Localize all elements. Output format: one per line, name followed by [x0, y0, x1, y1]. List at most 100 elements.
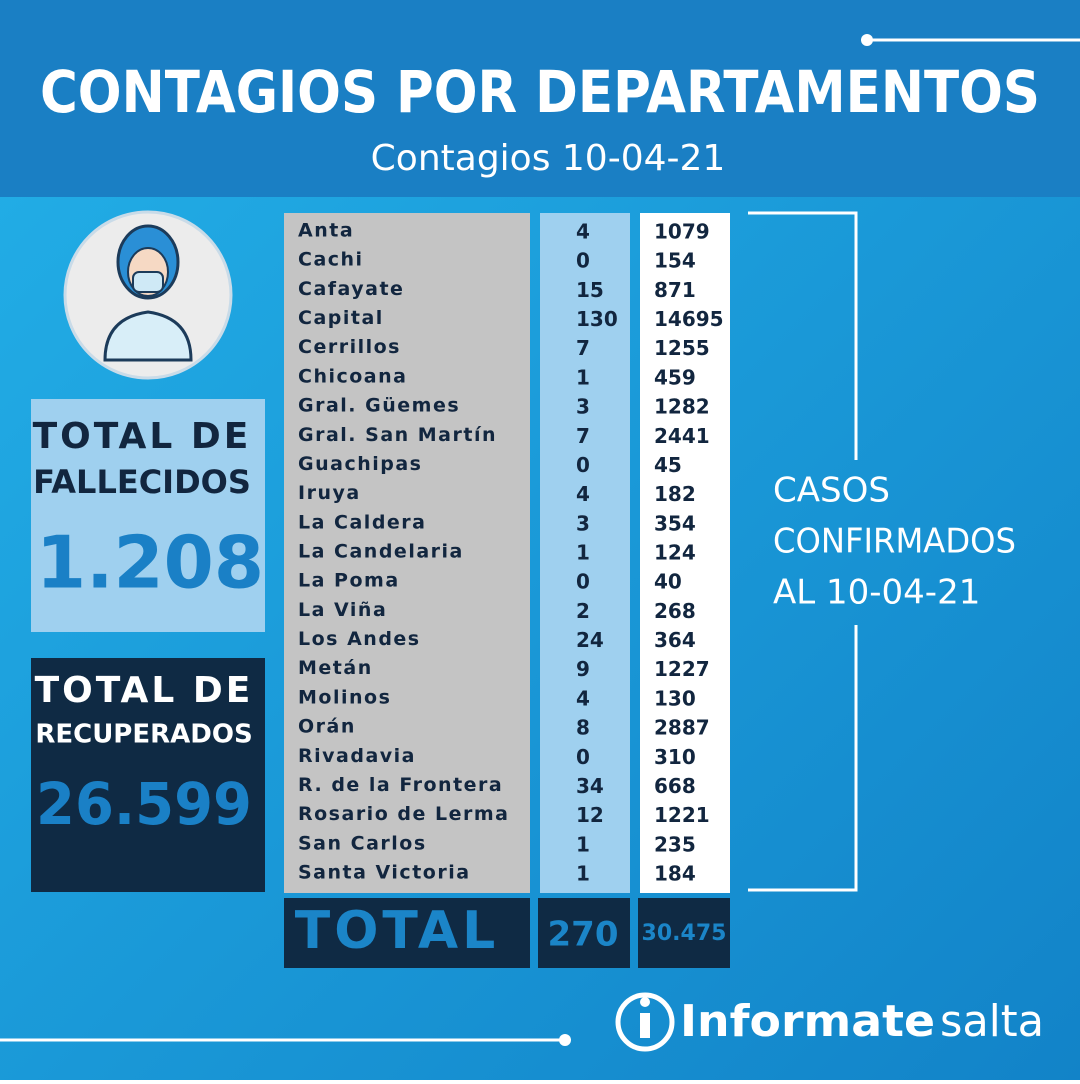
- logo-icon: [640, 1013, 650, 1038]
- new-cases: 0: [576, 570, 590, 594]
- total-cases: 2441: [654, 424, 710, 448]
- department-name: Molinos: [298, 686, 391, 708]
- department-name: Rivadavia: [298, 745, 416, 767]
- department-name: Santa Victoria: [298, 862, 471, 884]
- total-cases: 182: [654, 482, 696, 506]
- department-name: Cachi: [298, 249, 364, 271]
- new-column: [540, 213, 630, 893]
- department-name: La Candelaria: [298, 541, 464, 563]
- total-cases: 1079: [654, 220, 710, 244]
- note-line: CASOS: [773, 471, 890, 511]
- new-cases: 4: [576, 220, 590, 244]
- new-cases: 130: [576, 307, 618, 331]
- recovered-box: [31, 658, 265, 892]
- total-cases: 235: [654, 832, 696, 856]
- department-name: Chicoana: [298, 365, 407, 387]
- total-cases: 354: [654, 511, 696, 535]
- new-cases: 0: [576, 249, 590, 273]
- decor-dot: [559, 1034, 571, 1046]
- bracket: [748, 211, 858, 892]
- logo-brand: Informate: [680, 996, 935, 1047]
- total-label: TOTAL: [295, 901, 500, 961]
- total-box: [638, 898, 730, 968]
- department-name: Orán: [298, 716, 356, 738]
- department-name: Metán: [298, 657, 373, 679]
- total-cases: 14695: [654, 307, 724, 331]
- avatar-coat: [103, 310, 193, 362]
- total-cases: 40: [654, 570, 682, 594]
- logo-icon: [640, 997, 650, 1007]
- header-band: [0, 0, 1080, 197]
- new-cases: 3: [576, 395, 590, 419]
- avatar-mask: [132, 271, 164, 293]
- new-cases: 24: [576, 628, 604, 652]
- new-cases: 12: [576, 803, 604, 827]
- deaths-box: [31, 399, 265, 632]
- total-cases: 130: [654, 686, 696, 710]
- new-cases: 8: [576, 716, 590, 740]
- new-cases: 0: [576, 453, 590, 477]
- new-cases: 15: [576, 278, 604, 302]
- total-cases: 2887: [654, 716, 710, 740]
- note-line: AL 10-04-21: [773, 573, 980, 613]
- new-cases: 1: [576, 541, 590, 565]
- subtitle: Contagios 10-04-21: [371, 138, 726, 179]
- new-cases: 4: [576, 482, 590, 506]
- recovered-label: RECUPERADOS: [35, 720, 252, 750]
- note-line: CONFIRMADOS: [773, 522, 1016, 562]
- deaths-value: 1.208: [36, 521, 264, 605]
- decor-dot: [861, 34, 873, 46]
- total-new: 270: [548, 915, 619, 955]
- deaths-label: FALLECIDOS: [33, 463, 251, 501]
- total-box: [538, 898, 630, 968]
- total-cases: 154: [654, 249, 696, 273]
- new-cases: 1: [576, 365, 590, 389]
- new-cases: 34: [576, 774, 604, 798]
- total-box: [284, 898, 530, 968]
- total-cases: 1227: [654, 657, 710, 681]
- department-name: Iruya: [298, 482, 361, 504]
- new-cases: 7: [576, 424, 590, 448]
- department-name: La Viña: [298, 599, 387, 621]
- recovered-label: TOTAL DE: [35, 670, 254, 711]
- new-cases: 1: [576, 832, 590, 856]
- total-cases: 268: [654, 599, 696, 623]
- department-name: Gral. San Martín: [298, 424, 497, 446]
- total-cases: 310: [654, 745, 696, 769]
- total-column: [640, 213, 730, 893]
- logo-region: salta: [940, 996, 1044, 1047]
- new-cases: 1: [576, 862, 590, 886]
- deaths-label: TOTAL DE: [33, 416, 252, 457]
- total-cases: 459: [654, 365, 696, 389]
- logo-icon: [615, 992, 675, 1052]
- recovered-value: 26.599: [36, 770, 252, 838]
- names-column: [284, 213, 530, 893]
- total-cases: 184: [654, 862, 696, 886]
- total-cases: 364: [654, 628, 696, 652]
- department-name: La Caldera: [298, 511, 427, 533]
- department-name: Anta: [298, 220, 354, 242]
- total-cases: 668: [654, 774, 696, 798]
- department-name: San Carlos: [298, 832, 427, 854]
- title: CONTAGIOS POR DEPARTAMENTOS: [40, 58, 1040, 126]
- total-cases: 30.475: [642, 921, 727, 946]
- total-cases: 1221: [654, 803, 710, 827]
- total-cases: 1282: [654, 395, 710, 419]
- new-cases: 3: [576, 511, 590, 535]
- department-name: Cerrillos: [298, 336, 401, 358]
- new-cases: 0: [576, 745, 590, 769]
- department-name: Rosario de Lerma: [298, 803, 509, 825]
- total-cases: 1255: [654, 336, 710, 360]
- total-cases: 45: [654, 453, 682, 477]
- total-cases: 124: [654, 541, 696, 565]
- department-name: R. de la Frontera: [298, 774, 503, 796]
- department-name: Cafayate: [298, 278, 404, 300]
- total-cases: 871: [654, 278, 696, 302]
- new-cases: 2: [576, 599, 590, 623]
- new-cases: 9: [576, 657, 590, 681]
- department-name: La Poma: [298, 570, 400, 592]
- new-cases: 4: [576, 686, 590, 710]
- department-name: Guachipas: [298, 453, 422, 475]
- department-name: Gral. Güemes: [298, 395, 460, 417]
